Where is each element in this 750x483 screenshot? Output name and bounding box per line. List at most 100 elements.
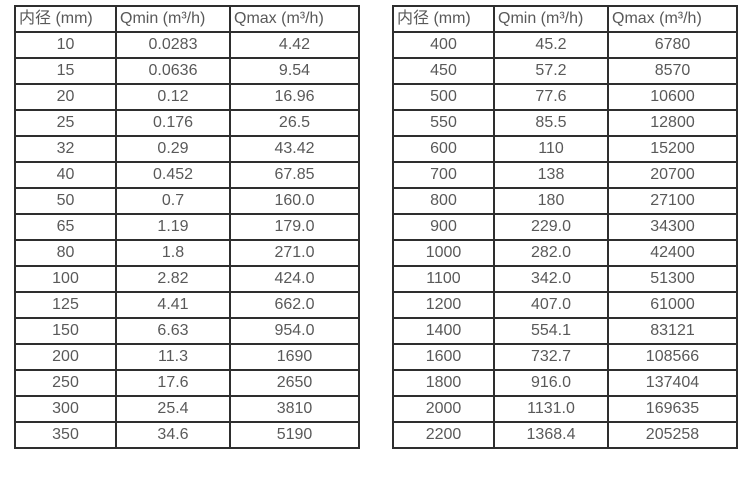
table-row: 20 0.12 16.96 (14, 83, 360, 111)
cell-qmin: 342.0 (493, 265, 609, 293)
cell-diameter: 20 (14, 83, 117, 111)
table-row: 200 11.3 1690 (14, 343, 360, 371)
cell-qmax: 67.85 (229, 161, 360, 189)
cell-diameter: 200 (14, 343, 117, 371)
cell-diameter: 10 (14, 31, 117, 59)
cell-qmax: 34300 (607, 213, 738, 241)
cell-qmax: 2650 (229, 369, 360, 397)
table-row: 450 57.2 8570 (392, 57, 738, 85)
cell-diameter: 350 (14, 421, 117, 449)
cell-qmax: 27100 (607, 187, 738, 215)
cell-diameter: 800 (392, 187, 495, 215)
cell-qmin: 1368.4 (493, 421, 609, 449)
cell-qmin: 4.41 (115, 291, 231, 319)
cell-diameter: 300 (14, 395, 117, 423)
header-row: 内径 (mm) Qmin (m³/h) Qmax (m³/h) (14, 5, 360, 33)
cell-qmax: 83121 (607, 317, 738, 345)
cell-qmax: 42400 (607, 239, 738, 267)
table-row: 600 110 15200 (392, 135, 738, 163)
table-row: 40 0.452 67.85 (14, 161, 360, 189)
table-row: 25 0.176 26.5 (14, 109, 360, 137)
cell-diameter: 250 (14, 369, 117, 397)
cell-qmax: 424.0 (229, 265, 360, 293)
cell-qmax: 205258 (607, 421, 738, 449)
table-row: 350 34.6 5190 (14, 421, 360, 449)
cell-qmin: 0.452 (115, 161, 231, 189)
cell-diameter: 600 (392, 135, 495, 163)
table-row: 50 0.7 160.0 (14, 187, 360, 215)
cell-qmin: 17.6 (115, 369, 231, 397)
table-row: 400 45.2 6780 (392, 31, 738, 59)
cell-qmin: 0.176 (115, 109, 231, 137)
cell-qmin: 180 (493, 187, 609, 215)
cell-qmax: 43.42 (229, 135, 360, 163)
cell-qmin: 11.3 (115, 343, 231, 371)
cell-qmax: 8570 (607, 57, 738, 85)
cell-qmin: 85.5 (493, 109, 609, 137)
cell-qmax: 108566 (607, 343, 738, 371)
cell-diameter: 32 (14, 135, 117, 163)
cell-qmin: 1.19 (115, 213, 231, 241)
table-row: 1000 282.0 42400 (392, 239, 738, 267)
cell-diameter: 25 (14, 109, 117, 137)
column-header-qmin: Qmin (m³/h) (115, 5, 231, 33)
cell-qmin: 0.12 (115, 83, 231, 111)
cell-qmax: 15200 (607, 135, 738, 163)
cell-diameter: 1200 (392, 291, 495, 319)
cell-diameter: 450 (392, 57, 495, 85)
table-row: 65 1.19 179.0 (14, 213, 360, 241)
cell-qmin: 57.2 (493, 57, 609, 85)
table-row: 15 0.0636 9.54 (14, 57, 360, 85)
cell-qmax: 3810 (229, 395, 360, 423)
cell-qmax: 1690 (229, 343, 360, 371)
cell-diameter: 1400 (392, 317, 495, 345)
table-row: 700 138 20700 (392, 161, 738, 189)
cell-diameter: 50 (14, 187, 117, 215)
cell-qmax: 26.5 (229, 109, 360, 137)
cell-diameter: 1600 (392, 343, 495, 371)
cell-qmax: 10600 (607, 83, 738, 111)
cell-qmin: 282.0 (493, 239, 609, 267)
cell-qmax: 954.0 (229, 317, 360, 345)
column-header-diameter: 内径 (mm) (14, 5, 117, 33)
table-row: 100 2.82 424.0 (14, 265, 360, 293)
cell-qmin: 34.6 (115, 421, 231, 449)
cell-diameter: 500 (392, 83, 495, 111)
column-header-diameter: 内径 (mm) (392, 5, 495, 33)
cell-qmax: 61000 (607, 291, 738, 319)
cell-qmin: 138 (493, 161, 609, 189)
cell-qmin: 0.0636 (115, 57, 231, 85)
cell-qmax: 4.42 (229, 31, 360, 59)
cell-qmin: 2.82 (115, 265, 231, 293)
cell-qmax: 160.0 (229, 187, 360, 215)
cell-diameter: 400 (392, 31, 495, 59)
table-row: 1600 732.7 108566 (392, 343, 738, 371)
cell-qmin: 732.7 (493, 343, 609, 371)
cell-qmin: 0.7 (115, 187, 231, 215)
table-row: 125 4.41 662.0 (14, 291, 360, 319)
table-row: 250 17.6 2650 (14, 369, 360, 397)
cell-diameter: 100 (14, 265, 117, 293)
flow-spec-table-right: 内径 (mm) Qmin (m³/h) Qmax (m³/h) 400 45.2 6780… (392, 5, 738, 449)
cell-diameter: 900 (392, 213, 495, 241)
cell-diameter: 150 (14, 317, 117, 345)
cell-diameter: 1000 (392, 239, 495, 267)
cell-qmin: 1131.0 (493, 395, 609, 423)
table-row: 900 229.0 34300 (392, 213, 738, 241)
cell-qmin: 916.0 (493, 369, 609, 397)
cell-qmin: 554.1 (493, 317, 609, 345)
cell-qmax: 662.0 (229, 291, 360, 319)
table-row: 1400 554.1 83121 (392, 317, 738, 345)
table-row: 1100 342.0 51300 (392, 265, 738, 293)
cell-diameter: 65 (14, 213, 117, 241)
table-row: 300 25.4 3810 (14, 395, 360, 423)
cell-qmin: 0.29 (115, 135, 231, 163)
table-row: 2000 1131.0 169635 (392, 395, 738, 423)
cell-diameter: 80 (14, 239, 117, 267)
cell-qmin: 407.0 (493, 291, 609, 319)
cell-qmin: 77.6 (493, 83, 609, 111)
table-row: 150 6.63 954.0 (14, 317, 360, 345)
table-row: 1200 407.0 61000 (392, 291, 738, 319)
cell-diameter: 1800 (392, 369, 495, 397)
cell-qmin: 6.63 (115, 317, 231, 345)
